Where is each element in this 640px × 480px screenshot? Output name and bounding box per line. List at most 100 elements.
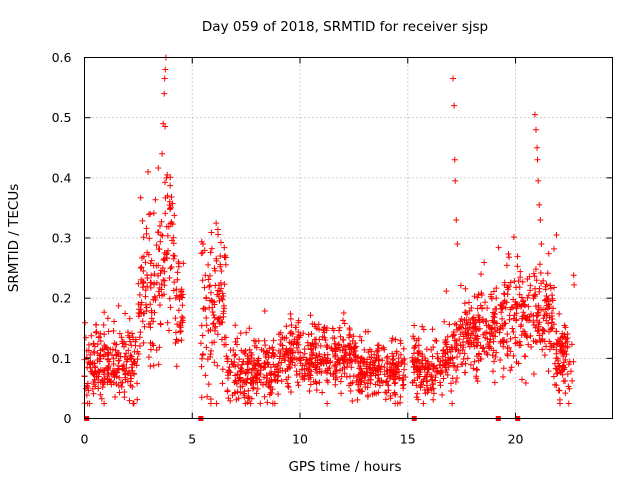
data-point (566, 385, 573, 392)
data-point (540, 277, 547, 284)
data-point (535, 177, 542, 184)
data-point (118, 383, 125, 390)
data-point (214, 362, 221, 369)
data-point (257, 379, 264, 386)
data-point (526, 317, 533, 324)
data-point (167, 304, 174, 311)
data-point (363, 369, 370, 376)
data-point (306, 387, 313, 394)
data-point (254, 385, 261, 392)
data-point (165, 247, 172, 254)
data-point (313, 325, 320, 332)
data-point (138, 264, 145, 271)
data-point (85, 341, 92, 348)
data-point (158, 286, 165, 293)
data-point (510, 296, 517, 303)
data-point (524, 334, 531, 341)
data-point (277, 350, 284, 357)
data-point (556, 310, 563, 317)
data-point (147, 324, 154, 331)
data-point (505, 251, 512, 258)
data-point (130, 400, 137, 407)
data-point (128, 355, 135, 362)
data-points (81, 54, 578, 421)
data-point (199, 277, 206, 284)
data-point (232, 372, 239, 379)
data-point (92, 329, 99, 336)
data-point (105, 370, 112, 377)
data-point (493, 285, 500, 292)
data-point (171, 252, 178, 259)
data-point (504, 291, 511, 298)
data-point (507, 335, 514, 342)
data-point (237, 368, 244, 375)
data-point (263, 381, 270, 388)
data-point (396, 374, 403, 381)
data-point (347, 388, 354, 395)
data-point (466, 324, 473, 331)
data-point (202, 272, 209, 279)
data-point (283, 376, 290, 383)
data-point (105, 350, 112, 357)
data-point (139, 283, 146, 290)
data-point (124, 329, 131, 336)
data-point (307, 312, 314, 319)
data-point (319, 333, 326, 340)
data-point (177, 324, 184, 331)
x-tick-label: 10 (292, 432, 308, 447)
data-point (115, 362, 122, 369)
data-point (127, 352, 134, 359)
data-point (411, 322, 418, 329)
data-point (524, 313, 531, 320)
data-point (464, 355, 471, 362)
data-point (280, 353, 287, 360)
data-point (549, 325, 556, 332)
data-point (532, 324, 539, 331)
data-point (354, 396, 361, 403)
data-point (376, 363, 383, 370)
data-point (451, 156, 458, 163)
data-point (375, 342, 382, 349)
data-point (148, 272, 155, 279)
data-point (317, 360, 324, 367)
data-point (305, 331, 312, 338)
data-point (99, 384, 106, 391)
data-point (350, 333, 357, 340)
data-point (141, 310, 148, 317)
data-point (348, 356, 355, 363)
data-point (506, 344, 513, 351)
x-tick-label: 5 (188, 432, 196, 447)
data-point (168, 264, 175, 271)
chart-title: Day 059 of 2018, SRMTID for receiver sjs… (202, 19, 488, 35)
data-point (381, 371, 388, 378)
data-point (460, 344, 467, 351)
data-point (564, 330, 571, 337)
data-point (147, 346, 154, 353)
data-point (354, 353, 361, 360)
data-point (513, 316, 520, 323)
data-point (175, 307, 182, 314)
data-point (314, 359, 321, 366)
data-point (537, 216, 544, 223)
data-point (140, 267, 147, 274)
data-point (553, 328, 560, 335)
data-point (568, 341, 575, 348)
data-point (364, 392, 371, 399)
data-point (93, 328, 100, 335)
data-point (229, 361, 236, 368)
data-point (440, 350, 447, 357)
data-point (331, 363, 338, 370)
data-point (333, 374, 340, 381)
data-point (86, 400, 93, 407)
data-point (214, 226, 221, 233)
data-point (307, 374, 314, 381)
data-point (250, 384, 257, 391)
data-point (157, 321, 164, 328)
data-point (383, 368, 390, 375)
data-point (97, 379, 104, 386)
data-point (506, 316, 513, 323)
data-point (256, 376, 263, 383)
data-point (553, 340, 560, 347)
data-point (135, 350, 142, 357)
data-point (554, 355, 561, 362)
